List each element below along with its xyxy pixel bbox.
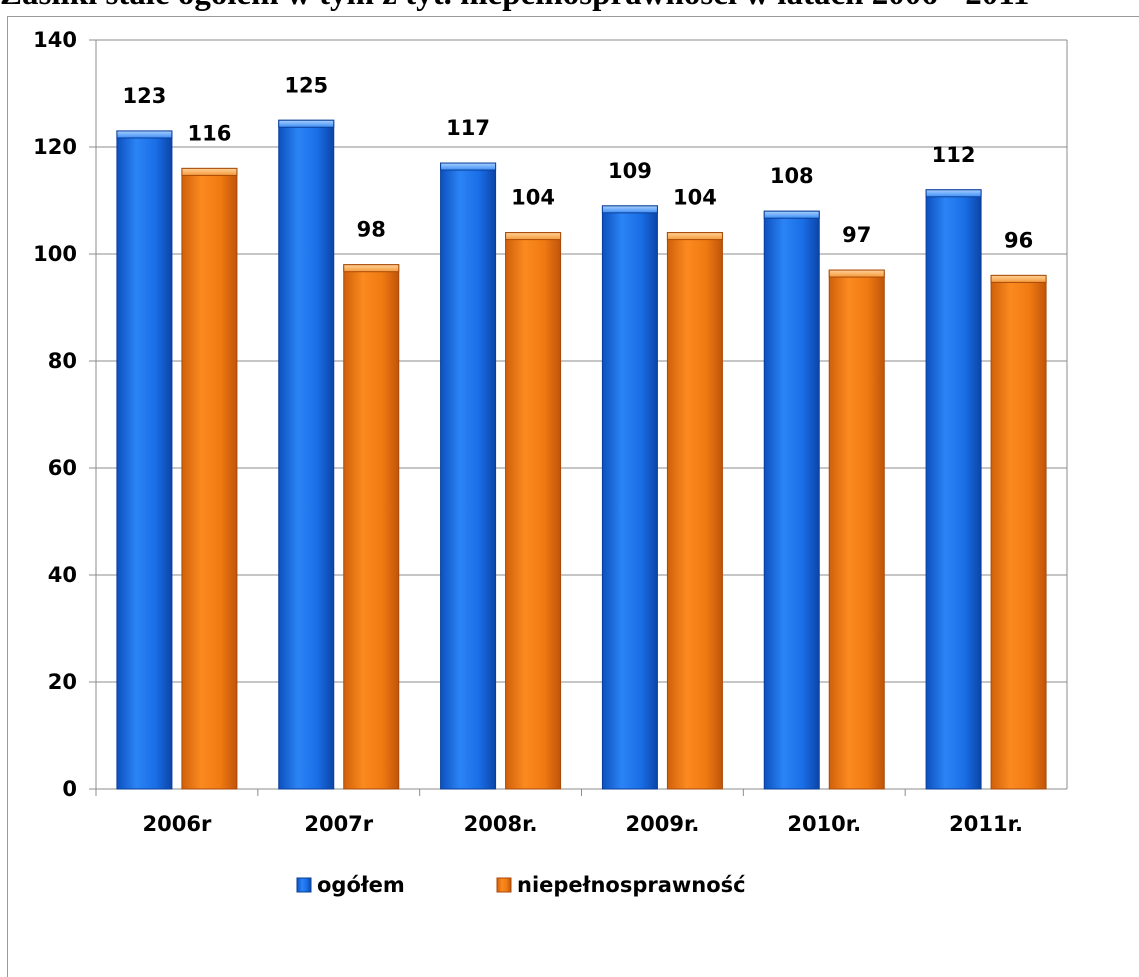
bar-cap — [116, 130, 173, 139]
y-tick-label: 140 — [33, 28, 77, 52]
bar-niepelnosprawnosc — [828, 269, 885, 790]
bar-niepelnosprawnosc — [343, 264, 400, 790]
x-tick-label: 2009r. — [626, 812, 700, 836]
bar-cap — [666, 232, 723, 241]
bar-ogolem — [440, 162, 497, 790]
x-tick-label: 2007r — [304, 812, 373, 836]
data-label: 98 — [357, 218, 386, 242]
bar-cap — [440, 162, 497, 171]
bar-ogolem — [116, 130, 173, 790]
bar-ogolem — [763, 210, 820, 790]
bar-ogolem — [925, 189, 982, 790]
x-tick-label: 2010r. — [787, 812, 861, 836]
bar-niepelnosprawnosc — [181, 167, 238, 790]
legend-label: ogółem — [317, 873, 405, 897]
bar-cap — [990, 274, 1047, 283]
y-tick-label: 120 — [33, 135, 77, 159]
y-tick-label: 80 — [48, 349, 77, 373]
data-label: 97 — [842, 223, 871, 247]
data-label: 104 — [673, 186, 717, 210]
legend-label: niepełnosprawność — [517, 873, 746, 897]
legend-swatch — [496, 877, 512, 893]
bar-chart: 0 20 40 60 80 100 120 140 2006r 2007r 2008r. 2009r.… — [33, 28, 1068, 897]
x-tick-label: 2006r — [143, 812, 212, 836]
data-label: 104 — [511, 186, 555, 210]
data-label: 116 — [187, 121, 231, 145]
bar-cap — [763, 210, 820, 219]
chart-title: Zasiłki stałe ogółem w tym z tyt. niepeł… — [0, 0, 1139, 13]
bar-cap — [181, 167, 238, 176]
x-tick-label: 2011r. — [949, 812, 1023, 836]
bar-cap — [601, 205, 658, 214]
data-label: 112 — [932, 143, 976, 167]
data-label: 96 — [1004, 228, 1033, 252]
data-label: 125 — [284, 73, 328, 97]
data-label: 109 — [608, 159, 652, 183]
data-label: 117 — [446, 116, 490, 140]
bar-cap — [828, 269, 885, 278]
bar-cap — [505, 232, 562, 241]
y-tick-label: 40 — [48, 563, 77, 587]
data-label: 108 — [770, 164, 814, 188]
legend-swatch — [296, 877, 312, 893]
bar-niepelnosprawnosc — [990, 274, 1047, 790]
bar-cap — [343, 264, 400, 273]
bar-cap — [278, 119, 335, 128]
y-tick-label: 20 — [48, 670, 77, 694]
y-tick-label: 60 — [48, 456, 77, 480]
bar-ogolem — [278, 119, 335, 790]
y-tick-label: 100 — [33, 242, 77, 266]
x-tick-label: 2008r. — [464, 812, 538, 836]
y-tick-label: 0 — [62, 777, 77, 801]
bar-cap — [925, 189, 982, 198]
bar-niepelnosprawnosc — [666, 232, 723, 790]
bar-ogolem — [601, 205, 658, 790]
bar-niepelnosprawnosc — [505, 232, 562, 790]
data-label: 123 — [122, 84, 166, 108]
chart-frame — [7, 16, 1139, 977]
